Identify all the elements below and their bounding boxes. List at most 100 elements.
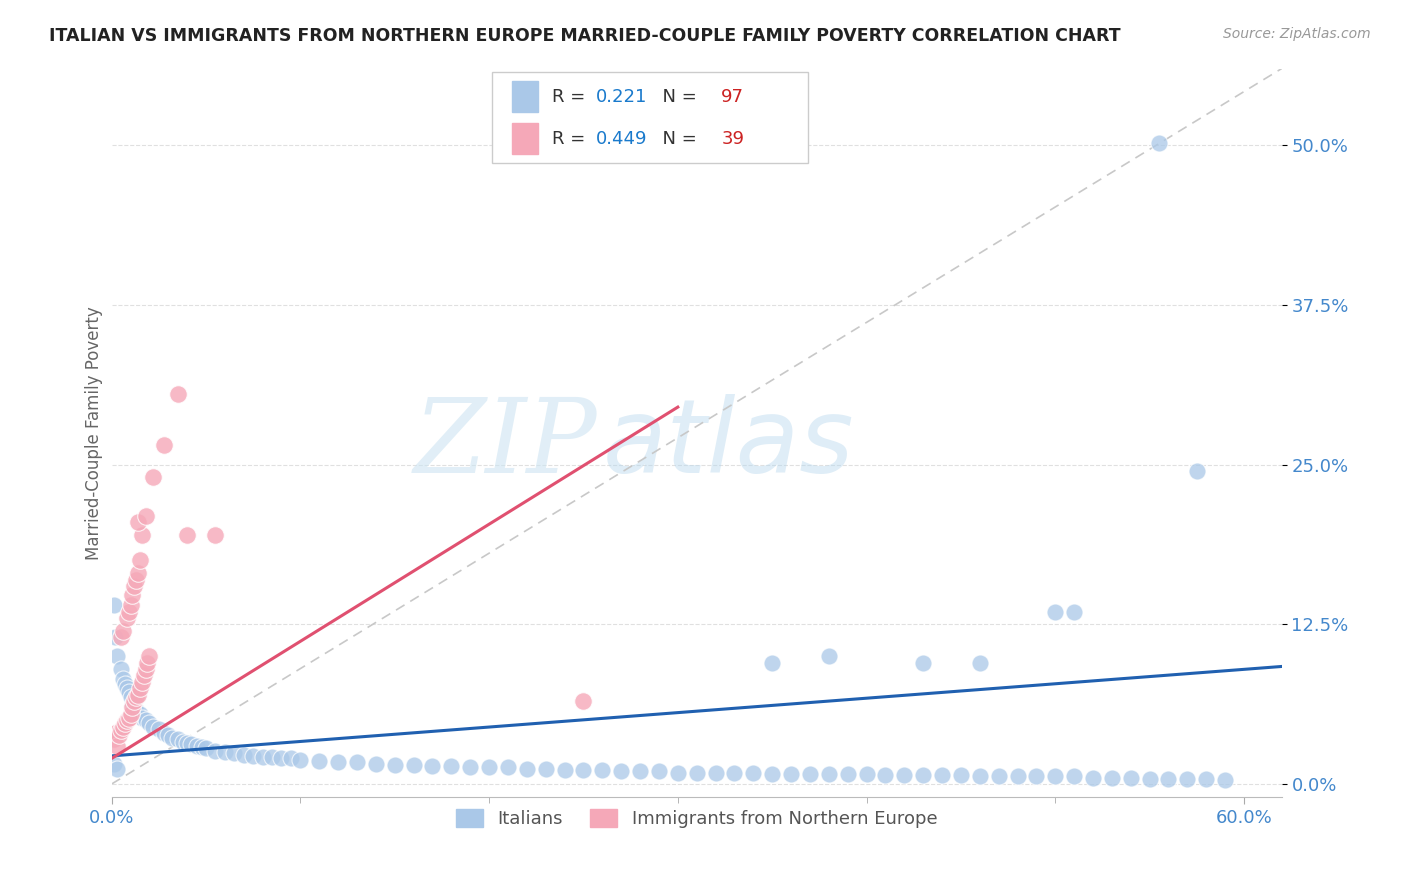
Point — [458, 760, 481, 774]
Point — [127, 515, 149, 529]
Point — [554, 763, 576, 777]
Point — [127, 688, 149, 702]
Point — [115, 611, 138, 625]
Point — [280, 751, 302, 765]
Point — [121, 700, 143, 714]
Point — [105, 649, 128, 664]
Point — [129, 706, 152, 721]
Point — [949, 768, 972, 782]
Point — [780, 766, 803, 780]
Point — [817, 649, 839, 664]
Point — [104, 630, 127, 644]
Point — [817, 766, 839, 780]
Point — [204, 744, 226, 758]
Point — [1213, 773, 1236, 788]
Text: 0.221: 0.221 — [596, 87, 647, 106]
Point — [131, 528, 153, 542]
Point — [129, 553, 152, 567]
Point — [138, 649, 160, 664]
Point — [799, 766, 821, 780]
Point — [1119, 771, 1142, 785]
Y-axis label: Married-Couple Family Poverty: Married-Couple Family Poverty — [86, 306, 103, 559]
Text: 97: 97 — [721, 87, 744, 106]
Point — [761, 656, 783, 670]
Point — [111, 672, 134, 686]
Point — [136, 656, 159, 670]
Point — [214, 745, 236, 759]
Point — [912, 768, 935, 782]
Point — [195, 741, 218, 756]
Text: N =: N = — [651, 87, 703, 106]
Point — [172, 735, 194, 749]
Point — [591, 763, 613, 777]
Point — [132, 668, 155, 682]
Point — [125, 703, 148, 717]
Point — [893, 768, 915, 782]
Point — [384, 757, 406, 772]
Point — [969, 656, 991, 670]
Text: R =: R = — [551, 129, 591, 147]
Point — [1185, 464, 1208, 478]
Point — [117, 685, 139, 699]
Point — [1139, 772, 1161, 786]
Point — [516, 762, 538, 776]
Point — [1157, 772, 1180, 786]
Point — [875, 768, 897, 782]
Point — [176, 528, 198, 542]
Point — [105, 739, 128, 753]
FancyBboxPatch shape — [512, 81, 537, 112]
Point — [191, 739, 214, 754]
Point — [1101, 771, 1123, 785]
Point — [855, 766, 877, 780]
Point — [135, 713, 157, 727]
Point — [120, 690, 142, 705]
Point — [142, 719, 165, 733]
Point — [124, 700, 146, 714]
Point — [120, 706, 142, 721]
Point — [270, 751, 292, 765]
Point — [969, 769, 991, 783]
Text: R =: R = — [551, 87, 591, 106]
Point — [912, 656, 935, 670]
Text: N =: N = — [651, 129, 703, 147]
Text: atlas: atlas — [603, 393, 855, 493]
Point — [1007, 769, 1029, 783]
Point — [110, 662, 132, 676]
Point — [1045, 605, 1067, 619]
Point — [135, 508, 157, 523]
Point — [153, 438, 176, 452]
Point — [124, 579, 146, 593]
Point — [142, 470, 165, 484]
Point — [111, 624, 134, 638]
Point — [121, 588, 143, 602]
Point — [648, 764, 671, 779]
Point — [496, 760, 519, 774]
Point — [440, 759, 463, 773]
Point — [837, 766, 859, 780]
Point — [135, 662, 157, 676]
Point — [103, 756, 125, 771]
Point — [129, 681, 152, 696]
FancyBboxPatch shape — [512, 123, 537, 154]
Point — [422, 759, 444, 773]
Point — [686, 765, 709, 780]
Point — [1175, 772, 1198, 786]
Point — [290, 753, 312, 767]
Point — [224, 747, 246, 761]
Point — [346, 756, 368, 770]
Point — [180, 738, 202, 752]
Point — [117, 710, 139, 724]
Text: 39: 39 — [721, 129, 744, 147]
Text: ITALIAN VS IMMIGRANTS FROM NORTHERN EUROPE MARRIED-COUPLE FAMILY POVERTY CORRELA: ITALIAN VS IMMIGRANTS FROM NORTHERN EURO… — [49, 27, 1121, 45]
Point — [1147, 136, 1170, 150]
Point — [628, 764, 651, 779]
Point — [111, 719, 134, 733]
Point — [572, 763, 595, 777]
Point — [148, 722, 170, 736]
Point — [232, 747, 254, 762]
Point — [115, 681, 138, 696]
Point — [104, 726, 127, 740]
Point — [160, 731, 183, 745]
Point — [110, 630, 132, 644]
Point — [534, 762, 557, 776]
